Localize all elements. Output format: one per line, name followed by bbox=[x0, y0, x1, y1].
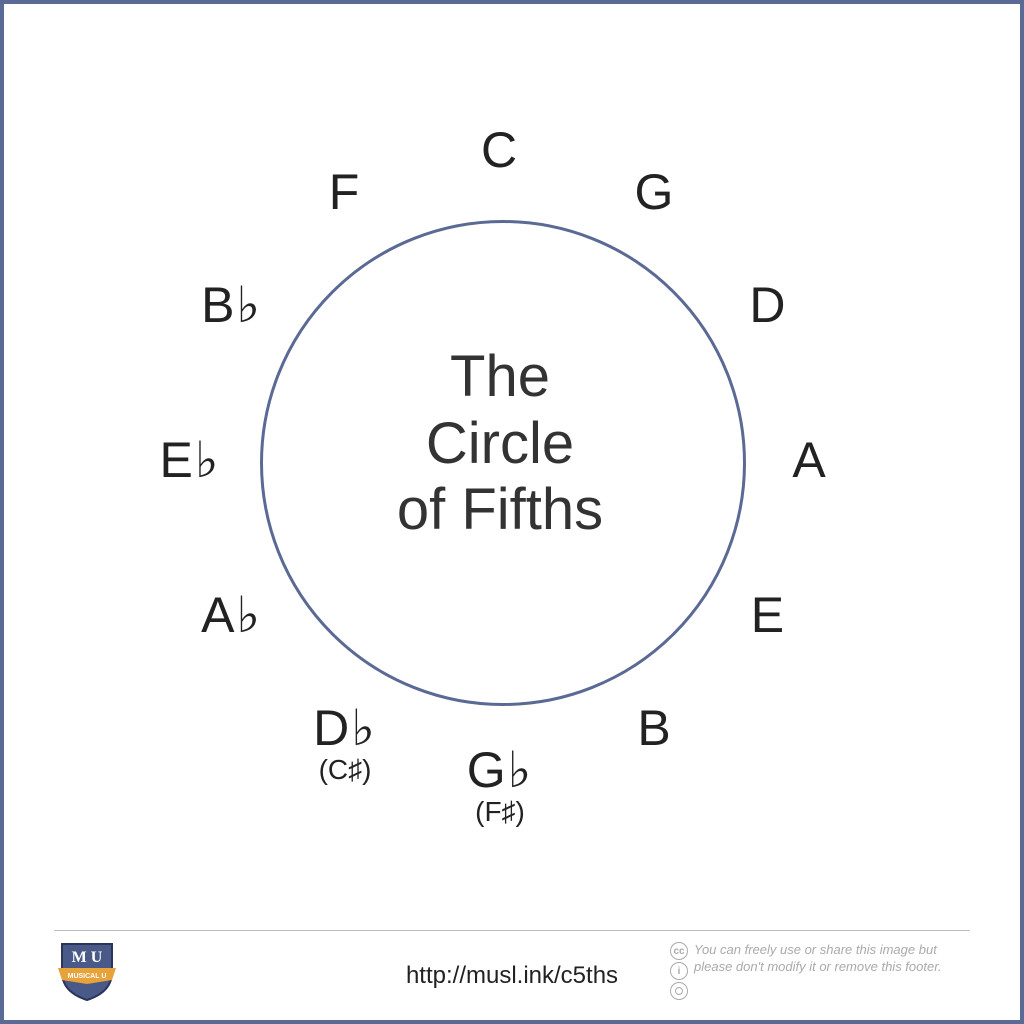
note-label: B♭ bbox=[201, 276, 262, 334]
title-line: Circle bbox=[397, 411, 603, 478]
musical-u-logo: M U MUSICAL U bbox=[54, 938, 120, 1004]
note-label: E♭ bbox=[160, 431, 221, 489]
title-line: The bbox=[397, 344, 603, 411]
note-label: G♭ bbox=[467, 741, 533, 799]
note-label: F bbox=[329, 163, 362, 221]
footer-divider bbox=[54, 930, 970, 931]
note-label: A bbox=[792, 431, 827, 489]
license-block: cc i You can freely use or share this ima… bbox=[670, 942, 970, 1002]
license-text: You can freely use or share this image b… bbox=[670, 942, 970, 976]
source-url: http://musl.ink/c5ths bbox=[406, 962, 618, 990]
note-label: E bbox=[751, 586, 786, 644]
diagram-area: TheCircleof Fifths C G D A E B G♭(F♯) D♭(C♯) A♭ E… bbox=[24, 24, 1000, 1000]
note-label: B bbox=[637, 699, 672, 757]
cc-icon bbox=[670, 982, 688, 1000]
cc-icon: i bbox=[670, 962, 688, 980]
note-enharmonic: (F♯) bbox=[475, 796, 525, 828]
svg-text:MUSICAL U: MUSICAL U bbox=[68, 973, 107, 980]
note-label: C bbox=[481, 121, 519, 179]
note-label: D bbox=[749, 276, 787, 334]
title-line: of Fifths bbox=[397, 477, 603, 544]
note-label: G bbox=[635, 163, 676, 221]
note-label: D♭ bbox=[313, 699, 377, 757]
svg-text:M U: M U bbox=[72, 949, 103, 966]
diagram-title: TheCircleof Fifths bbox=[397, 344, 603, 544]
cc-icon: cc bbox=[670, 942, 688, 960]
note-enharmonic: (C♯) bbox=[319, 754, 372, 786]
note-label: A♭ bbox=[201, 586, 262, 644]
frame: TheCircleof Fifths C G D A E B G♭(F♯) D♭(C♯) A♭ E… bbox=[0, 0, 1024, 1024]
cc-icons: cc i bbox=[670, 942, 688, 1002]
